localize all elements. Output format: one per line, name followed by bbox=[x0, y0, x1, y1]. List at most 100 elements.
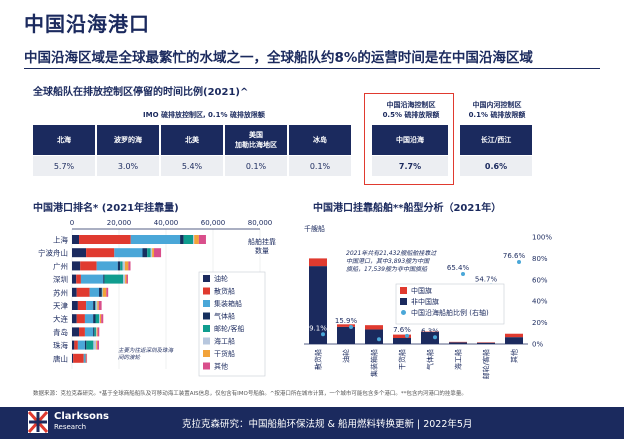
legend-label: 中国沿海船舶比例 (右轴) bbox=[411, 308, 489, 317]
bar-segment bbox=[183, 235, 194, 244]
bar-segment bbox=[72, 274, 77, 284]
ratio-point bbox=[433, 335, 437, 340]
port-label: 青岛 bbox=[53, 327, 68, 337]
category-label: 油轮 bbox=[342, 349, 351, 363]
legend-swatch bbox=[203, 325, 210, 332]
table-header-text: 中国沿海 bbox=[396, 136, 424, 144]
legend-label: 海工船 bbox=[214, 337, 235, 346]
legend-swatch bbox=[203, 350, 210, 357]
bar-segment bbox=[72, 353, 74, 363]
ratio-label: 65.4% bbox=[447, 264, 470, 272]
ratio-label: 76.6% bbox=[503, 252, 526, 260]
bar-segment bbox=[125, 274, 127, 284]
bar-segment bbox=[95, 301, 96, 310]
bar-segment bbox=[154, 248, 162, 258]
bar-segment bbox=[95, 301, 98, 310]
bar-segment bbox=[194, 235, 199, 244]
legend-swatch bbox=[203, 312, 210, 320]
bar-segment bbox=[122, 261, 125, 271]
source-notes: 数据来源：克拉克森研究。*基于全球商船船队及可移动海工装置AIS信息，仅包含有I… bbox=[33, 391, 467, 397]
table-value-2: 5.4% bbox=[161, 156, 223, 176]
china-coast-highlight bbox=[364, 93, 454, 185]
ratio-label: 4.4% bbox=[365, 329, 383, 337]
bar-foreign-flag bbox=[505, 337, 523, 344]
table-value-3: 0.1% bbox=[225, 156, 287, 176]
bar-segment bbox=[102, 287, 107, 297]
bar-segment bbox=[114, 248, 143, 258]
legend-box bbox=[395, 283, 505, 325]
table-header-1: 波罗的海 bbox=[97, 125, 159, 155]
chart-annotation: 主要为往返深圳及珠海 bbox=[118, 347, 175, 354]
china-inland-header: 中国内河控制区 0.1% 硫排放限额 bbox=[458, 100, 536, 120]
bar-segment bbox=[97, 340, 100, 350]
bar-segment bbox=[72, 327, 80, 337]
china-inland-header-line1: 中国内河控制区 bbox=[472, 101, 522, 109]
bar-segment bbox=[123, 274, 126, 284]
table-header-2: 北美 bbox=[161, 125, 223, 155]
ratio-label: 7.6% bbox=[393, 326, 411, 334]
ratio-label: 6.3% bbox=[421, 327, 439, 335]
china-coast-header: 中国沿海控制区 0.5% 硫排放限额 bbox=[370, 100, 452, 120]
bar-foreign-flag bbox=[477, 342, 495, 344]
bar-foreign-flag bbox=[337, 326, 355, 344]
title-divider bbox=[24, 68, 600, 69]
ratio-point bbox=[349, 324, 353, 329]
ratio-label: 54.7% bbox=[475, 275, 498, 283]
ratio-point bbox=[377, 337, 381, 342]
bar-segment bbox=[83, 353, 85, 363]
ratio-point bbox=[405, 333, 409, 338]
port-label: 广州 bbox=[53, 261, 68, 271]
table-header-text: 加勒比海地区 bbox=[235, 141, 277, 149]
bar-segment bbox=[126, 274, 128, 284]
bar-segment bbox=[142, 248, 148, 258]
table-header-text: 波罗的海 bbox=[114, 136, 142, 144]
footer-text: 克拉克森研究：中国船舶环保法规 & 船用燃料转换更新 | 2022年5月 bbox=[182, 419, 473, 430]
bar-segment bbox=[128, 261, 131, 271]
bar-segment bbox=[117, 261, 121, 271]
china-coast-header-line2: 0.5% 硫排放限额 bbox=[382, 111, 440, 119]
table-header-4: 冰岛 bbox=[289, 125, 351, 155]
footer-bar bbox=[0, 407, 624, 439]
chart-annotation: 间的渡轮 bbox=[118, 354, 141, 361]
x-tick-label: 80,000 bbox=[248, 219, 273, 227]
legend-swatch bbox=[400, 298, 407, 305]
bar-segment bbox=[96, 261, 118, 271]
category-label: 集装箱船 bbox=[370, 349, 379, 377]
bar-segment bbox=[80, 261, 97, 271]
bar-foreign-flag bbox=[449, 342, 467, 344]
bar-segment bbox=[97, 301, 99, 310]
bar-china-flag bbox=[309, 258, 327, 267]
table-header-0: 北海 bbox=[33, 125, 95, 155]
table-header-3: 美国 加勒比海地区 bbox=[225, 125, 287, 155]
category-label: 海工船 bbox=[454, 349, 463, 370]
right-chart-title: 中国港口挂靠船舶**船型分析（2021年） bbox=[313, 203, 502, 214]
legend-label: 邮轮/客船 bbox=[214, 324, 244, 333]
bar-segment bbox=[93, 327, 95, 337]
legend-swatch bbox=[203, 275, 210, 282]
bar-segment bbox=[72, 261, 81, 271]
bar-segment bbox=[99, 314, 102, 324]
china-inland-header-line2: 0.1% 硫排放限额 bbox=[468, 111, 526, 119]
bar-segment bbox=[99, 314, 100, 324]
port-label: 宁波舟山 bbox=[38, 248, 68, 258]
bar-segment bbox=[96, 327, 98, 337]
bar-segment bbox=[95, 327, 97, 337]
port-label: 深圳 bbox=[53, 274, 68, 284]
bar-foreign-flag bbox=[393, 338, 411, 344]
bar-segment bbox=[77, 301, 87, 310]
bar-segment bbox=[89, 287, 100, 297]
port-label: 珠海 bbox=[53, 340, 68, 350]
brand-name: Clarksons bbox=[54, 411, 109, 422]
table-value-1: 3.0% bbox=[97, 156, 159, 176]
legend-swatch bbox=[400, 287, 407, 294]
legend-title: 数量 bbox=[255, 246, 269, 255]
x-tick-label: 60,000 bbox=[201, 219, 226, 227]
x-tick-label: 20,000 bbox=[107, 219, 132, 227]
clarksons-logo-icon bbox=[27, 410, 49, 434]
bar-segment bbox=[180, 235, 184, 244]
table-header-text: 长江/西江 bbox=[480, 136, 512, 144]
bar-segment bbox=[96, 340, 98, 350]
legend-swatch bbox=[401, 310, 406, 315]
table-title: 全球船队在排放控制区停留的时间比例(2021)^ bbox=[33, 87, 249, 98]
ship-type-chart: 千艘船 0% 20% 40% 60% 80% 100% 9.1% 散货船 15.9% 油轮 4.4% 集… bbox=[304, 224, 552, 379]
